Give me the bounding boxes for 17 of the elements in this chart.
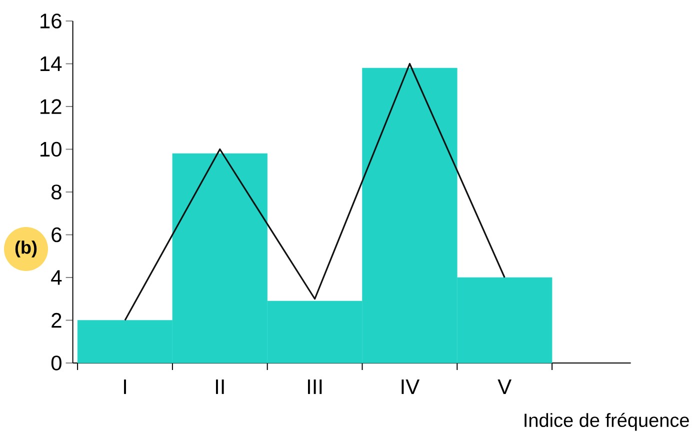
y-tick-label: 16	[40, 14, 62, 28]
y-tick-label: 8	[52, 184, 62, 200]
x-tick-label: II	[216, 380, 224, 394]
x-tick-label: III	[308, 380, 322, 394]
y-tick-label: 0	[51, 356, 62, 370]
y-tick-label: 2	[52, 312, 62, 328]
line-series	[124, 62, 506, 322]
text: (b)	[15, 240, 37, 258]
y-tick-label: 10	[40, 142, 62, 157]
y-tick-label: 6	[52, 227, 62, 242]
y-tick-label: 14	[40, 56, 62, 71]
y-tick-label: 12	[40, 99, 62, 114]
y-tick-label: 4	[51, 270, 62, 285]
x-tick-label: IV	[402, 380, 420, 394]
x-tick-label: V	[498, 380, 512, 394]
x-axis-title: Indice de fréquence	[524, 412, 689, 431]
x-tick-label: I	[124, 380, 126, 394]
